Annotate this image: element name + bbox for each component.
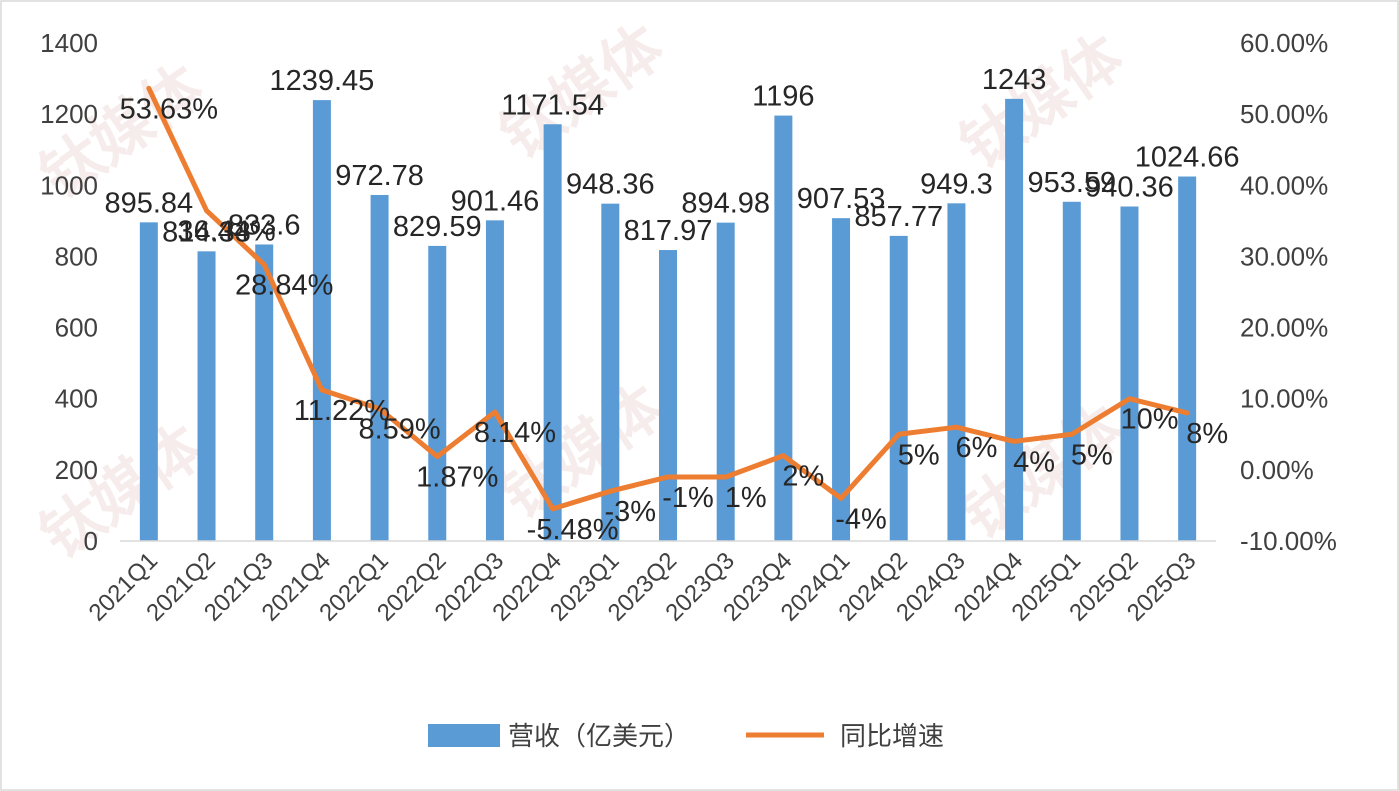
left-axis-tick-label: 800	[55, 241, 98, 271]
growth-data-label: 2%	[782, 461, 824, 493]
growth-data-label: 11.22%	[294, 395, 390, 427]
revenue-data-label: 814.33	[162, 216, 251, 248]
revenue-data-label: 901.46	[451, 185, 540, 217]
right-axis-tick-label: 30.00%	[1240, 241, 1328, 271]
growth-data-label: 1.87%	[416, 462, 498, 494]
revenue-data-label: 1243	[982, 64, 1047, 96]
growth-data-label: 36.44%	[177, 216, 275, 248]
revenue-bar	[1178, 176, 1197, 541]
revenue-bar	[255, 244, 274, 542]
revenue-bar	[1062, 201, 1081, 541]
growth-data-label: -4%	[835, 503, 887, 535]
revenue-data-label: 948.36	[566, 169, 655, 201]
left-y-axis: 0 200 400 600 800 1000 1200 1400	[40, 28, 98, 556]
revenue-data-label: 1024.66	[1135, 142, 1240, 174]
revenue-data-label: 829.59	[393, 211, 482, 243]
revenue-data-label: 857.77	[854, 201, 943, 233]
left-axis-tick-label: 600	[55, 313, 98, 343]
growth-data-label: -3%	[605, 496, 657, 528]
revenue-data-label: 907.53	[797, 183, 886, 215]
legend-label-revenue: 营收（亿美元）	[508, 721, 690, 751]
revenue-data-label: 833.6	[228, 209, 301, 241]
revenue-bar	[370, 194, 389, 541]
right-axis-tick-label: 20.00%	[1240, 313, 1328, 343]
growth-data-label: 6%	[955, 432, 997, 464]
revenue-bar	[139, 222, 158, 541]
revenue-data-label: 1239.45	[269, 65, 374, 97]
growth-data-label: 4%	[1013, 446, 1055, 478]
left-axis-tick-label: 1000	[40, 170, 98, 200]
revenue-data-label: 949.3	[920, 168, 993, 200]
right-axis-tick-label: -10.00%	[1240, 526, 1337, 556]
revenue-data-label: 972.78	[335, 160, 424, 192]
growth-data-label: 8%	[1186, 418, 1228, 450]
growth-data-label: 28.84%	[235, 270, 333, 302]
revenue-bar	[543, 124, 562, 542]
right-y-axis: -10.00% 0.00% 10.00% 20.00% 30.00% 40.00% 50.0…	[1240, 28, 1337, 556]
growth-data-label: 5%	[898, 439, 940, 471]
right-axis-tick-label: 10.00%	[1240, 384, 1328, 414]
watermark-text: 钛媒体	[29, 413, 215, 571]
growth-data-label: -1%	[662, 482, 714, 514]
left-axis-tick-label: 1400	[40, 28, 98, 58]
revenue-bar	[1120, 206, 1139, 541]
right-axis-tick-label: 0.00%	[1240, 455, 1314, 485]
right-axis-tick-label: 50.00%	[1240, 99, 1328, 129]
legend[interactable]: 营收（亿美元） 同比增速	[428, 721, 944, 751]
revenue-data-label: 940.36	[1085, 172, 1174, 204]
right-axis-tick-label: 40.00%	[1240, 170, 1328, 200]
growth-data-label: 1%	[725, 482, 767, 514]
growth-data-label: 8.14%	[474, 417, 556, 449]
growth-data-label: 53.63%	[120, 93, 218, 125]
growth-line-series	[146, 85, 1190, 512]
revenue-bar	[197, 251, 216, 542]
revenue-data-label: 1171.54	[501, 89, 604, 121]
legend-label-growth: 同比增速	[840, 721, 944, 751]
revenue-bar	[312, 100, 331, 542]
revenue-data-label: 895.84	[104, 187, 193, 219]
revenue-bar	[659, 250, 677, 542]
watermark-text: 钛媒体	[949, 23, 1135, 181]
revenue-bar	[485, 220, 504, 541]
revenue-bar	[832, 218, 851, 541]
left-axis-tick-label: 1200	[40, 99, 98, 129]
revenue-data-label: 1196	[752, 81, 814, 113]
growth-data-label: 5%	[1071, 439, 1113, 471]
growth-data-label: 10%	[1120, 404, 1178, 436]
growth-data-label: 8.59%	[358, 414, 440, 446]
revenue-bar	[428, 245, 447, 541]
growth-data-label: -5.48%	[527, 514, 619, 546]
legend-swatch-revenue	[428, 724, 500, 747]
revenue-data-label: 817.97	[624, 215, 713, 247]
revenue-bar	[889, 235, 908, 541]
revenue-bar	[716, 222, 735, 541]
revenue-bar	[947, 203, 966, 541]
revenue-bar	[774, 115, 793, 542]
x-axis: 2021Q12021Q22021Q32021Q42022Q12022Q22022…	[84, 547, 1202, 626]
right-axis-tick-label: 60.00%	[1240, 28, 1328, 58]
left-axis-tick-label: 400	[55, 384, 98, 414]
revenue-data-label: 894.98	[681, 188, 770, 220]
left-axis-tick-label: 0	[84, 526, 98, 556]
revenue-bar	[1005, 98, 1024, 542]
revenue-bars	[139, 98, 1197, 542]
growth-data-labels: 53.63% 36.44% 28.84% 11.22%8.59% 1.87% 8.14% -…	[120, 93, 1228, 546]
revenue-bar	[601, 203, 620, 542]
revenue-data-label: 953.59	[1027, 167, 1116, 199]
left-axis-tick-label: 200	[55, 455, 98, 485]
